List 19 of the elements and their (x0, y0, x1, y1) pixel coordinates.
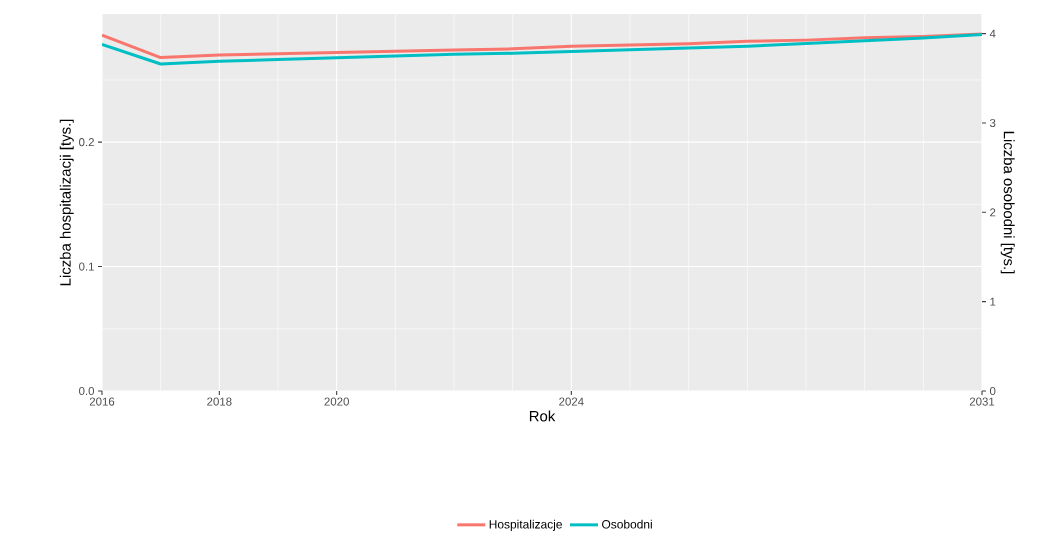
x-tick-label: 2020 (324, 397, 349, 406)
x-tick-label: 2018 (207, 397, 232, 406)
line-series (102, 32, 983, 60)
y-tick-label: 0.1 (79, 262, 94, 271)
y2-tick-label: 2 (990, 208, 996, 217)
y2-tick-label: 3 (989, 118, 996, 128)
x-tick-label: 2016 (89, 397, 115, 406)
y-tick-label: 0.0 (79, 386, 95, 396)
x-tick-label: 2031 (969, 397, 995, 406)
y2-tick-label: 0 (989, 386, 996, 396)
y2-axis-title: Liczba osobodni [tys.] (1000, 131, 1015, 274)
x-tick-label: 2024 (559, 397, 584, 406)
x-axis-title: Rok (529, 410, 556, 422)
y2-tick-label: 1 (990, 297, 996, 306)
legend-label: Osobodni (602, 519, 652, 529)
y2-tick-label: 4 (989, 29, 996, 38)
y-axis-title: Liczba hospitalizacji [tys.] (59, 119, 74, 286)
y-tick-label: 0.2 (79, 138, 94, 147)
legend-label: Hospitalizacje (489, 519, 562, 531)
